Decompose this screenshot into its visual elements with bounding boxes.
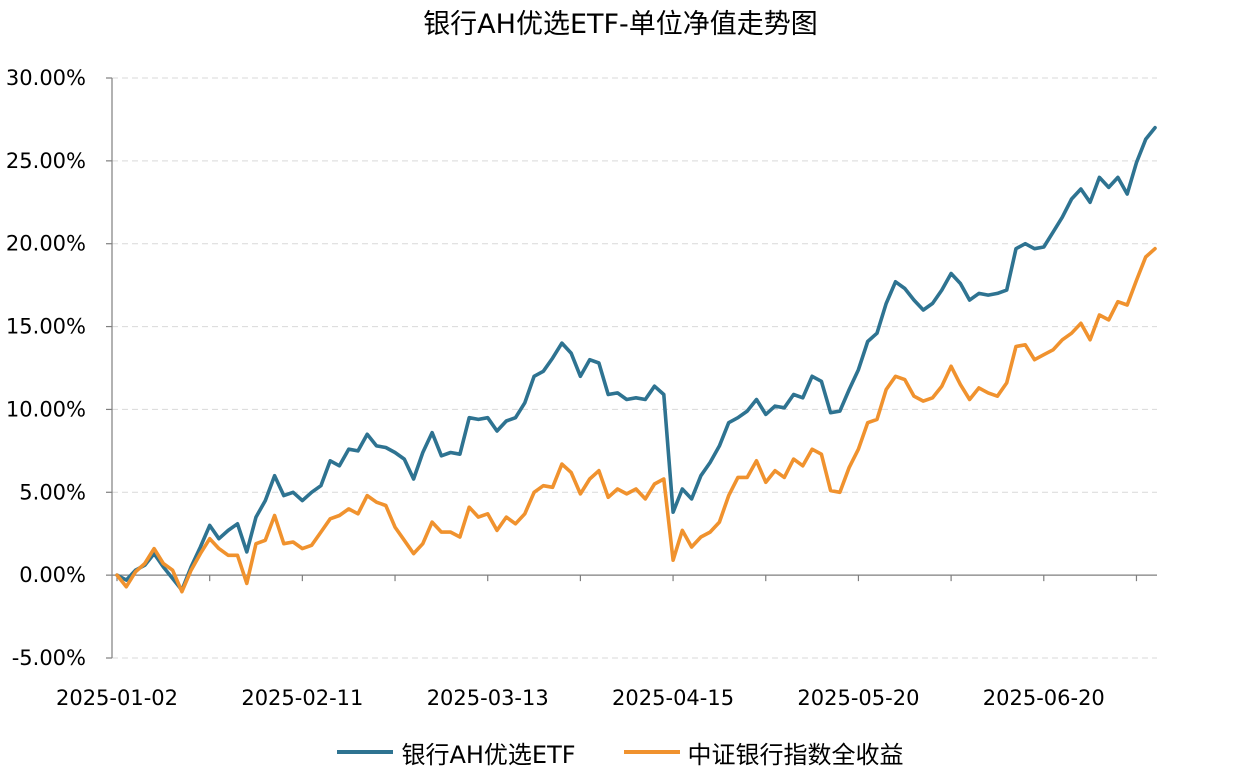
legend-item-etf: 银行AH优选ETF [337,735,576,770]
series-line-etf [115,125,1157,592]
legend-item-index: 中证银行指数全收益 [623,735,904,770]
legend-swatch-etf [337,750,394,754]
chart-title: 银行AH优选ETF-单位净值走势图 [423,9,818,40]
y-tick-label: 30.00% [6,66,86,90]
y-tick-label: 10.00% [6,397,86,421]
y-tick-label: 0.00% [19,563,86,587]
tick-labels: -5.00% 0.00% 5.00% 10.00% 15.00% 20.00% 25.00%… [6,66,1105,710]
x-tick-label: 2025-06-20 [983,686,1105,710]
series-lines [115,125,1157,594]
series-line-index [115,246,1157,594]
y-tick-label: 20.00% [6,232,86,256]
x-tick-label: 2025-01-02 [56,686,178,710]
x-tick-label: 2025-04-15 [612,686,734,710]
x-tick-label: 2025-02-11 [241,686,363,710]
chart-plot-area: -5.00% 0.00% 5.00% 10.00% 15.00% 20.00% 25.00%… [6,66,1157,710]
axes [106,77,1157,659]
legend-label-index: 中证银行指数全收益 [687,740,904,769]
y-tick-label: -5.00% [12,646,86,670]
y-tick-label: 5.00% [19,480,86,504]
y-tick-label: 25.00% [6,149,86,173]
x-tick-label: 2025-05-20 [797,686,919,710]
legend-swatch-index [623,750,680,754]
legend: 银行AH优选ETF 中证银行指数全收益 [0,732,1241,772]
gridlines [112,77,1157,659]
legend-label-etf: 银行AH优选ETF [401,740,576,769]
x-tick-label: 2025-03-13 [427,686,549,710]
y-tick-label: 15.00% [6,315,86,339]
